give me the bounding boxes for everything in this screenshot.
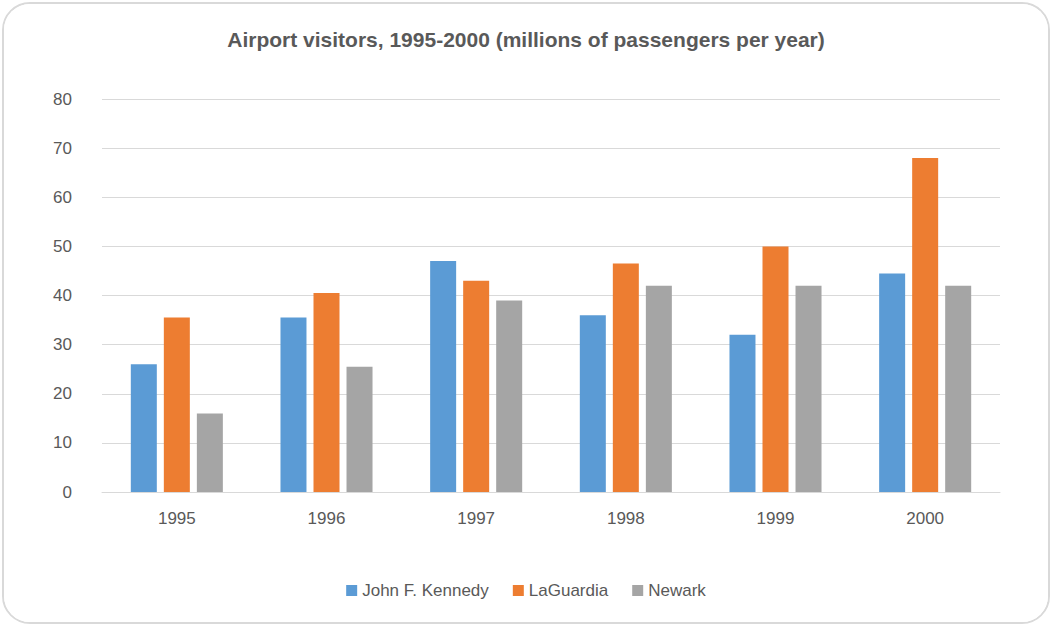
svg-text:40: 40 bbox=[53, 286, 72, 305]
svg-text:LaGuardia: LaGuardia bbox=[529, 581, 609, 600]
svg-text:1995: 1995 bbox=[158, 509, 196, 528]
svg-text:John F. Kennedy: John F. Kennedy bbox=[362, 581, 489, 600]
svg-text:80: 80 bbox=[53, 90, 72, 109]
svg-text:2000: 2000 bbox=[906, 509, 944, 528]
svg-text:10: 10 bbox=[53, 433, 72, 452]
svg-text:1997: 1997 bbox=[457, 509, 495, 528]
svg-text:0: 0 bbox=[63, 483, 72, 502]
svg-text:20: 20 bbox=[53, 384, 72, 403]
svg-text:1998: 1998 bbox=[607, 509, 645, 528]
svg-text:Newark: Newark bbox=[648, 581, 706, 600]
svg-text:70: 70 bbox=[53, 139, 72, 158]
svg-text:50: 50 bbox=[53, 237, 72, 256]
svg-text:1999: 1999 bbox=[757, 509, 795, 528]
svg-text:1996: 1996 bbox=[308, 509, 346, 528]
svg-text:30: 30 bbox=[53, 335, 72, 354]
svg-text:Airport visitors, 1995-2000 (m: Airport visitors, 1995-2000 (millions of… bbox=[227, 28, 825, 51]
svg-text:60: 60 bbox=[53, 188, 72, 207]
